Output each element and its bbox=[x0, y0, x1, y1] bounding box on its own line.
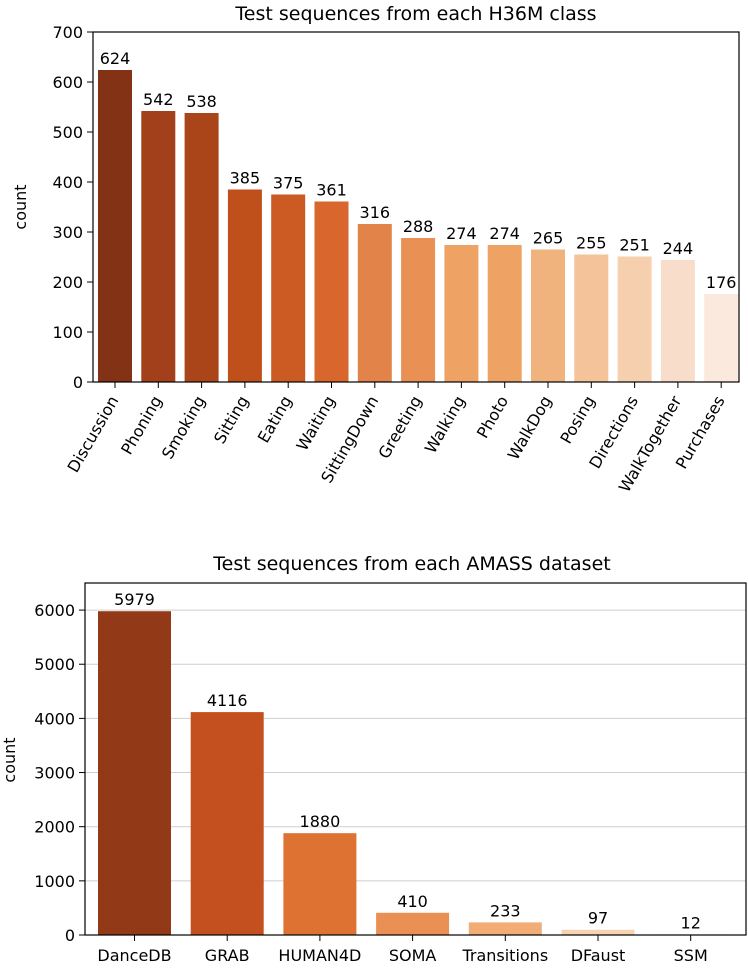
bar bbox=[227, 189, 262, 382]
bar bbox=[357, 224, 392, 382]
bar bbox=[531, 249, 565, 382]
x-tick-label: SSM bbox=[674, 946, 708, 965]
bar bbox=[468, 922, 542, 935]
bar bbox=[141, 111, 176, 382]
chart-title: Test sequences from each H36M class bbox=[234, 3, 596, 25]
y-tick-label: 5000 bbox=[34, 655, 75, 674]
x-tick-label: Phoning bbox=[117, 393, 166, 458]
data-label: 1880 bbox=[300, 812, 341, 831]
data-label: 361 bbox=[316, 181, 347, 200]
data-label: 288 bbox=[403, 217, 434, 236]
y-tick-label: 100 bbox=[52, 323, 83, 342]
y-tick-label: 0 bbox=[65, 926, 75, 945]
y-tick-label: 500 bbox=[52, 123, 83, 142]
y-tick-label: 2000 bbox=[34, 818, 75, 837]
y-tick-label: 600 bbox=[52, 73, 83, 92]
bar bbox=[184, 113, 219, 382]
data-label: 538 bbox=[186, 92, 217, 111]
data-label: 375 bbox=[273, 174, 304, 193]
x-tick-label: Walking bbox=[421, 393, 469, 457]
data-label: 265 bbox=[533, 229, 564, 248]
bar bbox=[271, 194, 306, 382]
y-tick-label: 3000 bbox=[34, 764, 75, 783]
x-tick-label: Transitions bbox=[461, 946, 548, 965]
bar bbox=[487, 245, 522, 382]
chart-title: Test sequences from each AMASS dataset bbox=[212, 553, 610, 575]
x-tick-label: HUMAN4D bbox=[278, 946, 361, 965]
y-tick-label: 6000 bbox=[34, 601, 75, 620]
data-label: 97 bbox=[588, 909, 608, 928]
y-axis-label: count bbox=[11, 184, 30, 229]
data-label: 5979 bbox=[114, 590, 155, 609]
data-label: 274 bbox=[446, 224, 477, 243]
x-tick-label: Waiting bbox=[292, 393, 338, 455]
bar bbox=[376, 912, 450, 935]
bar bbox=[617, 256, 652, 382]
data-label: 542 bbox=[143, 90, 174, 109]
bar bbox=[444, 245, 479, 382]
y-tick-label: 0 bbox=[73, 373, 83, 392]
x-tick-label: Sitting bbox=[210, 393, 252, 447]
y-tick-label: 4000 bbox=[34, 709, 75, 728]
chart-amass: Test sequences from each AMASS dataset c… bbox=[0, 553, 747, 965]
bar bbox=[660, 260, 695, 382]
x-tick-label: Smoking bbox=[158, 393, 209, 463]
x-tick-label: Photo bbox=[473, 393, 512, 442]
data-label: 4116 bbox=[207, 691, 248, 710]
data-label: 624 bbox=[100, 49, 131, 68]
data-label: 255 bbox=[576, 234, 607, 253]
data-label: 244 bbox=[663, 239, 694, 258]
plot-frame bbox=[92, 31, 740, 383]
data-label: 274 bbox=[489, 224, 520, 243]
bar bbox=[190, 712, 264, 935]
y-tick-label: 200 bbox=[52, 273, 83, 292]
bar bbox=[98, 70, 132, 382]
bar bbox=[98, 611, 171, 935]
plot-frame bbox=[84, 582, 747, 936]
data-label: 176 bbox=[706, 273, 737, 292]
bar bbox=[574, 254, 609, 382]
data-label: 233 bbox=[490, 901, 521, 920]
x-tick-label: DanceDB bbox=[97, 946, 171, 965]
x-tick-label: Greeting bbox=[374, 393, 425, 463]
data-label: 251 bbox=[619, 236, 650, 255]
y-axis-label: count bbox=[0, 737, 19, 782]
x-tick-label: Discussion bbox=[63, 393, 122, 476]
y-tick-label: 400 bbox=[52, 173, 83, 192]
data-label: 385 bbox=[230, 169, 261, 188]
y-tick-label: 700 bbox=[52, 23, 83, 42]
y-tick-label: 300 bbox=[52, 223, 83, 242]
x-tick-label: GRAB bbox=[205, 946, 250, 965]
x-tick-label: Posing bbox=[556, 393, 598, 447]
bar bbox=[283, 833, 357, 935]
bar bbox=[561, 929, 635, 935]
y-tick-label: 1000 bbox=[34, 872, 75, 891]
data-label: 410 bbox=[397, 892, 428, 911]
x-tick-label: SOMA bbox=[389, 946, 437, 965]
chart-h36m: Test sequences from each H36M class coun… bbox=[11, 3, 740, 496]
data-label: 12 bbox=[681, 913, 701, 932]
data-label: 316 bbox=[360, 203, 391, 222]
x-tick-label: DFaust bbox=[571, 946, 626, 965]
bar bbox=[401, 238, 436, 382]
bar bbox=[704, 294, 739, 382]
x-tick-label: Eating bbox=[254, 393, 296, 447]
bar bbox=[314, 201, 349, 382]
